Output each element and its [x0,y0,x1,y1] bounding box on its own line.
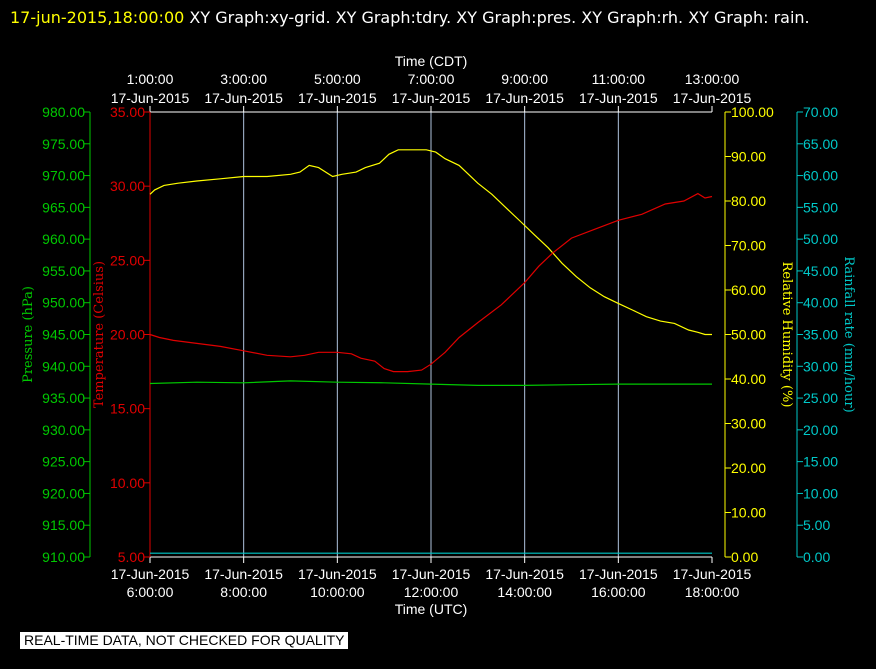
temperature-tick-label: 30.00 [110,178,145,194]
bottom-x-tick-date: 17-Jun-2015 [579,566,658,582]
quality-notice: REAL-TIME DATA, NOT CHECKED FOR QUALITY [20,632,349,649]
humidity-axis-label: Relative Humidity (%) [779,262,794,408]
temperature-axis-label: Temperature (Celsius) [92,261,107,408]
pressure-tick-label: 910.00 [42,549,85,565]
rain-tick-label: 25.00 [803,390,838,406]
temperature-tick-label: 20.00 [110,327,145,343]
top-x-tick-date: 17-Jun-2015 [673,90,752,106]
pressure-axis-label: Pressure (hPa) [21,286,36,383]
humidity-tick-label: 40.00 [731,371,766,387]
humidity-tick-label: 30.00 [731,416,766,432]
temperature-tick-label: 15.00 [110,401,145,417]
bottom-x-tick-date: 17-Jun-2015 [392,566,471,582]
pressure-tick-label: 945.00 [42,327,85,343]
humidity-tick-label: 10.00 [731,505,766,521]
rain-tick-label: 20.00 [803,422,838,438]
humidity-tick-label: 90.00 [731,149,766,165]
top-x-tick-label: 7:00:00 [408,71,455,87]
humidity-tick-label: 100.00 [731,104,774,120]
rain-axis-label: Rainfall rate (mm/hour) [841,256,856,412]
humidity-tick-label: 60.00 [731,282,766,298]
top-x-tick-date: 17-Jun-2015 [392,90,471,106]
chart-header: 17-jun-2015,18:00:00 XY Graph:xy-grid. X… [10,2,870,33]
pressure-tick-label: 915.00 [42,517,85,533]
bottom-x-tick-label: 10:00:00 [310,584,365,600]
top-x-tick-label: 5:00:00 [314,71,361,87]
top-x-tick-date: 17-Jun-2015 [579,90,658,106]
bottom-x-axis-label: Time (UTC) [395,601,468,617]
rain-tick-label: 50.00 [803,231,838,247]
pressure-tick-label: 925.00 [42,454,85,470]
bottom-x-tick-date: 17-Jun-2015 [485,566,564,582]
temperature-tick-label: 5.00 [118,549,145,565]
header-graph-titles: XY Graph:xy-grid. XY Graph:tdry. XY Grap… [189,8,810,27]
top-x-axis-label: Time (CDT) [395,53,468,69]
top-x-tick-date: 17-Jun-2015 [111,90,190,106]
top-x-tick-label: 13:00:00 [685,71,740,87]
rain-tick-label: 35.00 [803,327,838,343]
temperature-tick-label: 10.00 [110,475,145,491]
rain-tick-label: 15.00 [803,454,838,470]
pressure-tick-label: 920.00 [42,485,85,501]
bottom-x-tick-date: 17-Jun-2015 [673,566,752,582]
bottom-x-tick-label: 16:00:00 [591,584,646,600]
humidity-tick-label: 50.00 [731,327,766,343]
rain-tick-label: 5.00 [803,517,830,533]
pressure-tick-label: 960.00 [42,231,85,247]
temperature-series-line [149,192,713,373]
bottom-x-tick-date: 17-Jun-2015 [204,566,283,582]
pressure-tick-label: 970.00 [42,168,85,184]
top-x-tick-date: 17-Jun-2015 [204,90,283,106]
pressure-tick-label: 965.00 [42,199,85,215]
pressure-tick-label: 980.00 [42,104,85,120]
pressure-tick-label: 940.00 [42,358,85,374]
rain-tick-label: 70.00 [803,104,838,120]
pressure-series-line [149,380,712,386]
rain-tick-label: 30.00 [803,358,838,374]
top-x-tick-label: 9:00:00 [501,71,548,87]
bottom-x-tick-label: 12:00:00 [404,584,459,600]
temperature-tick-label: 25.00 [110,252,145,268]
pressure-tick-label: 975.00 [42,136,85,152]
pressure-tick-label: 935.00 [42,390,85,406]
pressure-tick-label: 955.00 [42,263,85,279]
bottom-x-tick-label: 14:00:00 [497,584,552,600]
header-datetime: 17-jun-2015,18:00:00 [10,8,185,27]
rain-tick-label: 65.00 [803,136,838,152]
top-x-tick-label: 3:00:00 [220,71,267,87]
rain-tick-label: 40.00 [803,295,838,311]
bottom-x-tick-label: 8:00:00 [220,584,267,600]
rain-tick-label: 45.00 [803,263,838,279]
top-x-tick-date: 17-Jun-2015 [485,90,564,106]
rain-tick-label: 0.00 [803,549,830,565]
pressure-tick-label: 930.00 [42,422,85,438]
humidity-series-line [149,149,712,336]
bottom-x-tick-label: 18:00:00 [685,584,740,600]
rain-tick-label: 55.00 [803,199,838,215]
pressure-tick-label: 950.00 [42,295,85,311]
top-x-tick-label: 1:00:00 [127,71,174,87]
humidity-tick-label: 80.00 [731,193,766,209]
rain-tick-label: 10.00 [803,485,838,501]
humidity-tick-label: 70.00 [731,238,766,254]
bottom-x-tick-date: 17-Jun-2015 [298,566,377,582]
rain-tick-label: 60.00 [803,168,838,184]
top-x-tick-date: 17-Jun-2015 [298,90,377,106]
temperature-tick-label: 35.00 [110,104,145,120]
bottom-x-tick-label: 6:00:00 [127,584,174,600]
bottom-x-tick-date: 17-Jun-2015 [111,566,190,582]
humidity-tick-label: 20.00 [731,460,766,476]
top-x-tick-label: 11:00:00 [592,71,646,87]
humidity-tick-label: 0.00 [731,549,758,565]
